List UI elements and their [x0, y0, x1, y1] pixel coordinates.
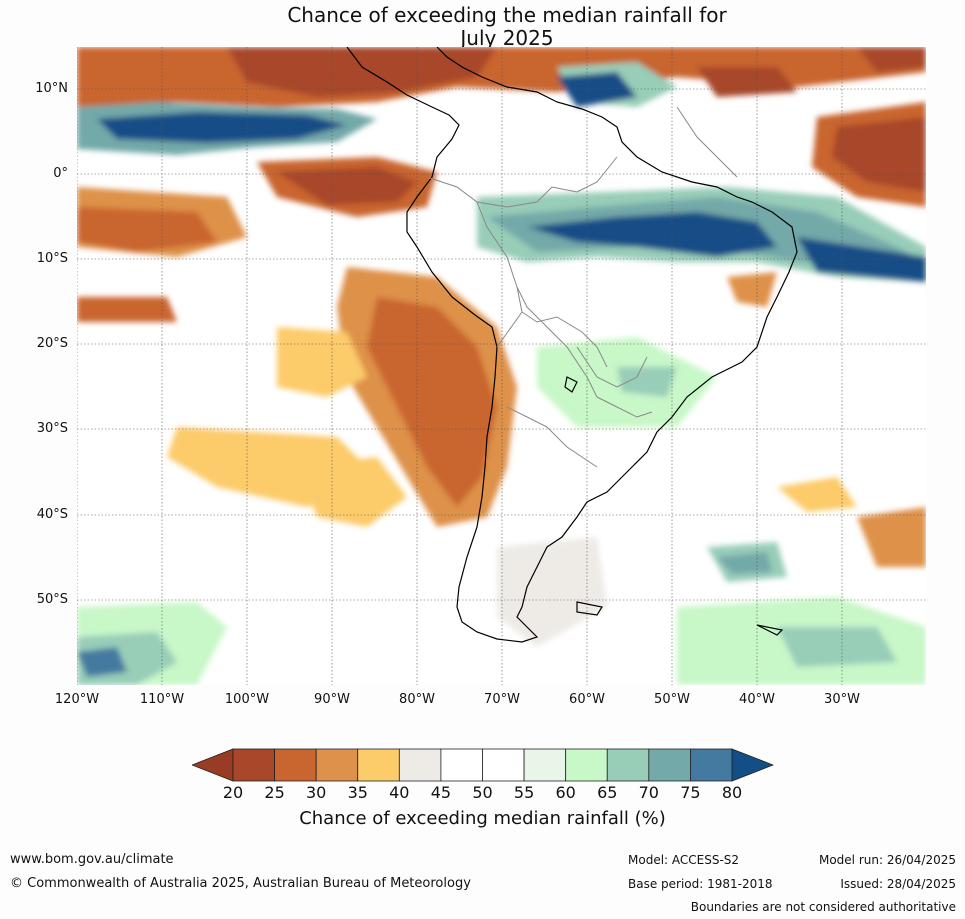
- legend-tick-label: 50: [472, 783, 493, 802]
- graticule: [77, 47, 926, 685]
- legend-tick-label: 35: [347, 783, 368, 802]
- footer-base-period: Base period: 1981-2018: [628, 877, 773, 891]
- legend-color-segments: [232, 748, 733, 782]
- footer-url[interactable]: www.bom.gov.au/climate: [10, 852, 174, 867]
- legend-tick-label: 25: [264, 783, 285, 802]
- legend-color-swatch: [565, 748, 608, 782]
- lat-label-0: 0°: [53, 166, 68, 181]
- lon-label-50w: 50°W: [654, 692, 690, 707]
- lon-label-100w: 100°W: [224, 692, 270, 707]
- legend-tick-label: 30: [306, 783, 327, 802]
- lat-label-40s: 40°S: [36, 507, 68, 522]
- legend-color-swatch: [482, 748, 525, 782]
- legend-color-swatch: [315, 748, 359, 782]
- legend-color-swatch: [232, 748, 275, 782]
- legend-tick-label: 65: [597, 783, 618, 802]
- legend-color-swatch: [606, 748, 650, 782]
- lon-label-80w: 80°W: [399, 692, 435, 707]
- lon-label-40w: 40°W: [739, 692, 775, 707]
- legend-color-swatch: [690, 748, 733, 782]
- legend-color-swatch: [440, 748, 483, 782]
- lon-label-120w: 120°W: [54, 692, 100, 707]
- lat-label-20s: 20°S: [36, 336, 68, 351]
- legend-color-swatch: [648, 748, 691, 782]
- lat-label-50s: 50°S: [36, 592, 68, 607]
- legend-color-swatch: [523, 748, 567, 782]
- footer-issued: Issued: 28/04/2025: [840, 877, 956, 891]
- legend-tick-label: 40: [389, 783, 410, 802]
- legend-under-arrow: [192, 748, 234, 782]
- lon-label-60w: 60°W: [569, 692, 605, 707]
- footer-model-run: Model run: 26/04/2025: [818, 853, 956, 867]
- footer-copyright: © Commonwealth of Australia 2025, Austra…: [10, 876, 471, 891]
- legend-tick-label: 55: [513, 783, 535, 802]
- legend-tick-label: 75: [680, 783, 701, 802]
- lat-label-10n: 10°N: [35, 81, 68, 96]
- legend-label: Chance of exceeding median rainfall (%): [299, 808, 666, 829]
- lon-label-90w: 90°W: [314, 692, 350, 707]
- legend-tick-label: 80: [721, 783, 743, 802]
- legend-tick-label: 20: [222, 783, 244, 802]
- legend-color-swatch: [398, 748, 442, 782]
- map-title: Chance of exceeding the median rainfall …: [0, 4, 965, 50]
- legend-color-swatch: [357, 748, 400, 782]
- legend-tick-label: 45: [430, 783, 452, 802]
- lon-label-70w: 70°W: [484, 692, 520, 707]
- footer-disclaimer: Boundaries are not considered authoritat…: [690, 900, 956, 914]
- legend-colorbar: [192, 748, 774, 782]
- legend-tick-label: 70: [638, 783, 659, 802]
- footer-model: Model: ACCESS-S2: [628, 853, 740, 867]
- coastlines: [346, 47, 798, 643]
- map-svg: [77, 47, 926, 685]
- lon-label-30w: 30°W: [824, 692, 860, 707]
- title-line-1: Chance of exceeding the median rainfall …: [287, 3, 727, 27]
- country-borders: [426, 106, 738, 468]
- title-line-2: July 2025: [460, 26, 554, 50]
- lat-label-30s: 30°S: [36, 421, 68, 436]
- rainfall-map: [77, 47, 926, 685]
- lon-label-110w: 110°W: [139, 692, 185, 707]
- legend-color-swatch: [274, 748, 317, 782]
- lat-label-10s: 10°S: [36, 251, 68, 266]
- legend-over-arrow: [731, 748, 774, 782]
- legend-tick-label: 60: [555, 783, 576, 802]
